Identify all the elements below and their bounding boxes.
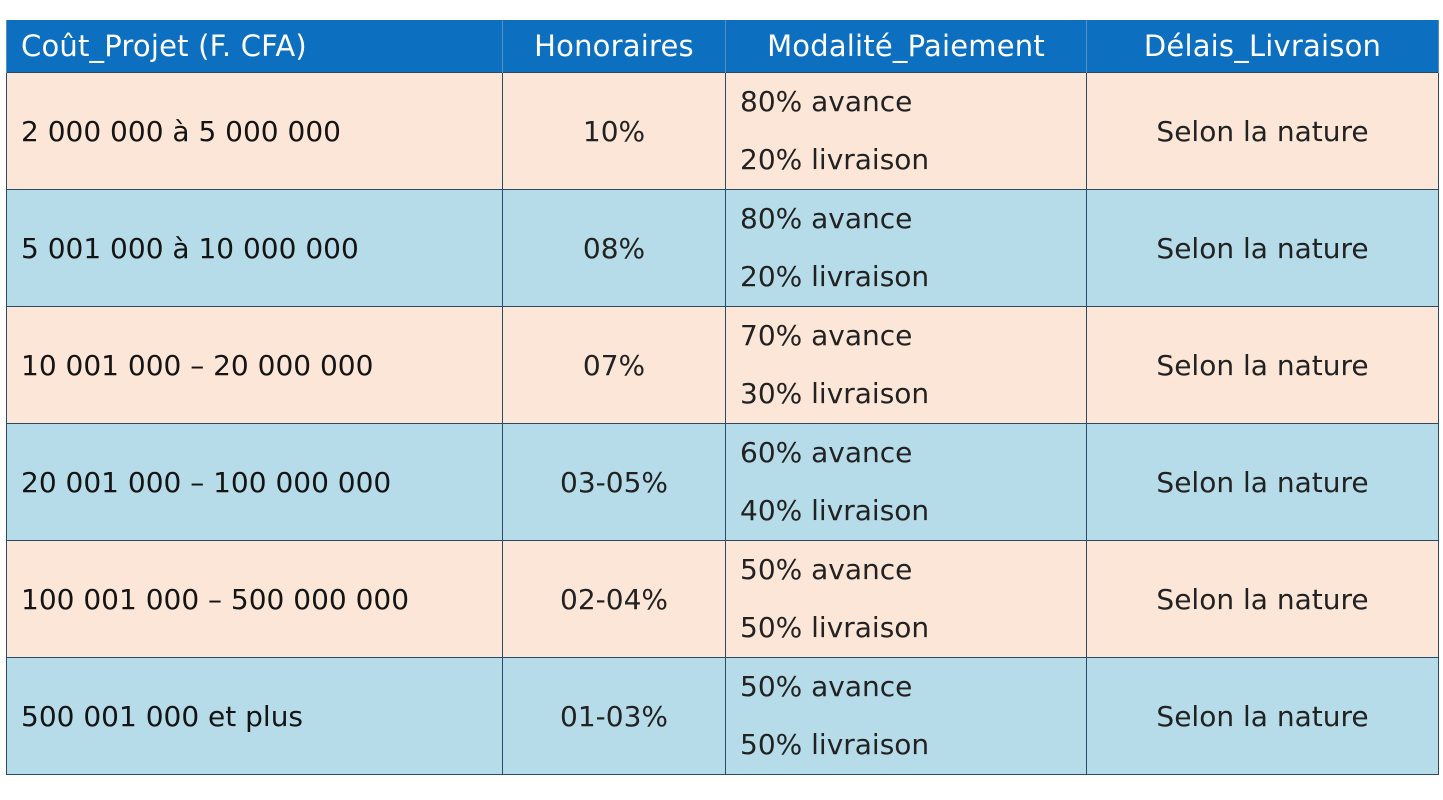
payment-advance: 80% avance: [740, 85, 913, 118]
cell-project-cost: 2 000 000 à 5 000 000: [6, 72, 503, 190]
cell-project-cost: 10 001 000 – 20 000 000: [6, 306, 503, 424]
cell-fee: 03-05%: [502, 423, 726, 541]
cell-payment: 70% avance 30% livraison: [725, 306, 1087, 424]
table-header: Coût_Projet (F. CFA) Honoraires Modalité…: [6, 20, 1439, 73]
payment-advance: 50% avance: [740, 553, 913, 586]
cell-project-cost: 20 001 000 – 100 000 000: [6, 423, 503, 541]
table-row: 100 001 000 – 500 000 000 02-04% 50% ava…: [6, 540, 1439, 658]
header-row: Coût_Projet (F. CFA) Honoraires Modalité…: [6, 20, 1439, 73]
header-payment-terms: Modalité_Paiement: [725, 20, 1087, 73]
table-row: 20 001 000 – 100 000 000 03-05% 60% avan…: [6, 423, 1439, 541]
payment-advance: 80% avance: [740, 202, 913, 235]
cell-delivery-time: Selon la nature: [1086, 657, 1439, 775]
payment-delivery: 40% livraison: [740, 494, 930, 527]
fee-table: Coût_Projet (F. CFA) Honoraires Modalité…: [6, 20, 1439, 775]
header-project-cost: Coût_Projet (F. CFA): [6, 20, 503, 73]
table-row: 10 001 000 – 20 000 000 07% 70% avance 3…: [6, 306, 1439, 424]
payment-delivery: 30% livraison: [740, 377, 930, 410]
cell-project-cost: 5 001 000 à 10 000 000: [6, 189, 503, 307]
fee-table-container: Coût_Projet (F. CFA) Honoraires Modalité…: [6, 20, 1439, 775]
header-fees: Honoraires: [502, 20, 726, 73]
table-row: 5 001 000 à 10 000 000 08% 80% avance 20…: [6, 189, 1439, 307]
cell-delivery-time: Selon la nature: [1086, 189, 1439, 307]
cell-fee: 02-04%: [502, 540, 726, 658]
cell-project-cost: 100 001 000 – 500 000 000: [6, 540, 503, 658]
cell-payment: 50% avance 50% livraison: [725, 657, 1087, 775]
cell-delivery-time: Selon la nature: [1086, 306, 1439, 424]
payment-delivery: 20% livraison: [740, 260, 930, 293]
payment-advance: 70% avance: [740, 319, 913, 352]
cell-payment: 80% avance 20% livraison: [725, 72, 1087, 190]
cell-delivery-time: Selon la nature: [1086, 540, 1439, 658]
cell-delivery-time: Selon la nature: [1086, 423, 1439, 541]
cell-fee: 10%: [502, 72, 726, 190]
payment-advance: 50% avance: [740, 670, 913, 703]
payment-delivery: 50% livraison: [740, 728, 930, 761]
table-row: 2 000 000 à 5 000 000 10% 80% avance 20%…: [6, 72, 1439, 190]
table-body: 2 000 000 à 5 000 000 10% 80% avance 20%…: [6, 72, 1439, 775]
cell-payment: 60% avance 40% livraison: [725, 423, 1087, 541]
header-delivery-time: Délais_Livraison: [1086, 20, 1439, 73]
cell-payment: 80% avance 20% livraison: [725, 189, 1087, 307]
cell-project-cost: 500 001 000 et plus: [6, 657, 503, 775]
cell-fee: 08%: [502, 189, 726, 307]
cell-fee: 07%: [502, 306, 726, 424]
cell-fee: 01-03%: [502, 657, 726, 775]
cell-delivery-time: Selon la nature: [1086, 72, 1439, 190]
table-row: 500 001 000 et plus 01-03% 50% avance 50…: [6, 657, 1439, 775]
payment-advance: 60% avance: [740, 436, 913, 469]
payment-delivery: 50% livraison: [740, 611, 930, 644]
payment-delivery: 20% livraison: [740, 143, 930, 176]
cell-payment: 50% avance 50% livraison: [725, 540, 1087, 658]
